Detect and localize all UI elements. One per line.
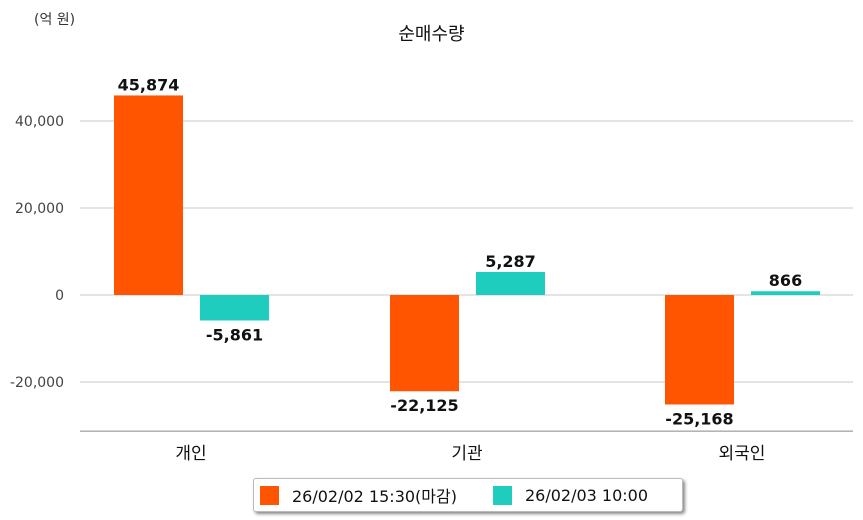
legend-item-series-2[interactable]: 26/02/03 10:00 bbox=[492, 485, 649, 505]
data-label: 5,287 bbox=[485, 252, 536, 271]
y-tick-label: 40,000 bbox=[15, 114, 64, 130]
y-tick-label: -20,000 bbox=[10, 375, 64, 391]
data-label: -22,125 bbox=[390, 396, 458, 415]
legend-swatch bbox=[260, 485, 279, 505]
chart-title: 순매수량 bbox=[398, 24, 465, 45]
data-label: -25,168 bbox=[665, 409, 733, 428]
bar bbox=[390, 295, 459, 392]
bar-chart: 40,000 20,000 0 -20,000 개인 45,874 -5,861 기관 -22,… bbox=[10, 75, 853, 464]
legend-item-series-1[interactable]: 26/02/02 15:30(마감) bbox=[260, 483, 457, 507]
bar bbox=[476, 272, 545, 295]
data-label: 866 bbox=[769, 271, 802, 290]
bar bbox=[751, 291, 820, 295]
unit-label: (억 원) bbox=[34, 12, 76, 28]
data-label: -5,861 bbox=[206, 325, 263, 344]
y-tick-label: 0 bbox=[55, 288, 64, 304]
bar bbox=[665, 295, 734, 405]
legend-swatch bbox=[492, 485, 512, 505]
bar bbox=[114, 95, 183, 296]
legend-label: 26/02/02 15:30(마감) bbox=[292, 487, 457, 506]
data-label: 45,874 bbox=[118, 75, 180, 94]
legend-label: 26/02/03 10:00 bbox=[524, 485, 649, 505]
legend: 26/02/02 15:30(마감) 26/02/03 10:00 bbox=[253, 478, 683, 512]
x-tick-label: 개인 bbox=[175, 444, 206, 464]
bar bbox=[200, 295, 269, 321]
x-tick-label: 기관 bbox=[451, 444, 482, 464]
y-tick-label: 20,000 bbox=[15, 201, 64, 217]
x-tick-label: 외국인 bbox=[719, 444, 766, 464]
